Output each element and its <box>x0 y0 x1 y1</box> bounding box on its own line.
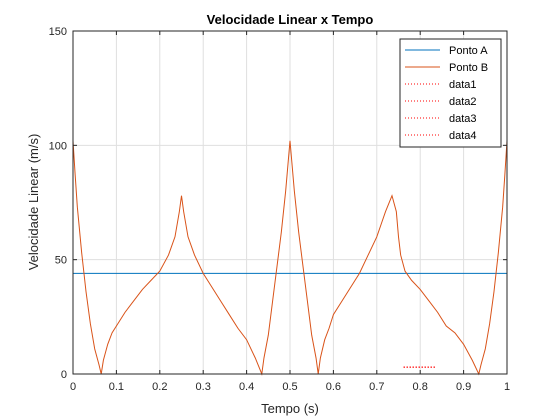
legend: Ponto A Ponto B data1 data2 data3 data4 <box>399 38 502 148</box>
legend-box <box>399 38 502 148</box>
y-tick-label: 100 <box>49 140 67 152</box>
y-tick-label: 0 <box>61 369 67 381</box>
axis-ticks: 0 0.1 0.2 0.3 0.4 0.5 0.6 0.7 0.8 0.9 1 0 50 100 150 <box>49 26 510 393</box>
x-tick-label: 1 <box>504 381 510 393</box>
x-axis-title: Tempo (s) <box>261 401 319 416</box>
x-tick-label: 0.7 <box>369 381 384 393</box>
x-tick-label: 0.3 <box>196 381 211 393</box>
legend-label: data1 <box>449 79 477 91</box>
x-tick-label: 0 <box>70 381 76 393</box>
y-tick-label: 50 <box>55 255 67 267</box>
legend-label: data3 <box>449 113 477 125</box>
legend-label: data4 <box>449 130 477 142</box>
series-group <box>72 140 508 376</box>
x-tick-label: 0.1 <box>109 381 124 393</box>
legend-label: data2 <box>449 96 477 108</box>
y-tick-label: 150 <box>49 26 67 38</box>
x-tick-label: 0.2 <box>152 381 167 393</box>
legend-label: Ponto B <box>449 62 488 74</box>
y-axis-title: Velocidade Linear (m/s) <box>26 134 41 271</box>
x-tick-label: 0.6 <box>326 381 341 393</box>
chart-title: Velocidade Linear x Tempo <box>207 12 374 27</box>
series-line-ponto-b <box>72 140 508 376</box>
x-tick-label: 0.9 <box>456 381 471 393</box>
x-tick-label: 0.4 <box>239 381 254 393</box>
legend-label: Ponto A <box>449 45 488 57</box>
x-tick-label: 0.5 <box>282 381 297 393</box>
x-tick-label: 0.8 <box>413 381 428 393</box>
